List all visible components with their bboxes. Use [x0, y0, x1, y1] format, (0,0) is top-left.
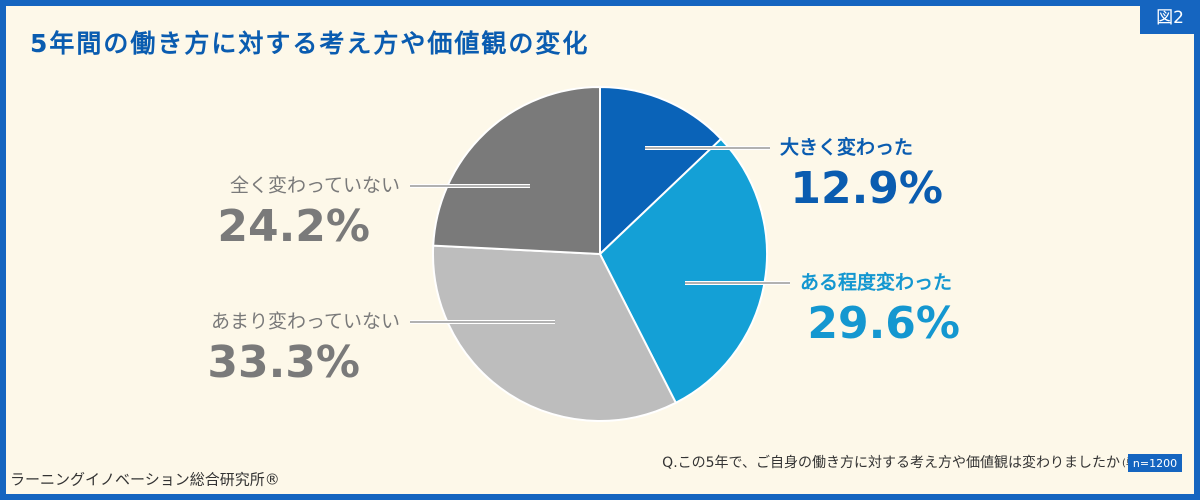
- badge: 図2: [1156, 8, 1184, 28]
- sample: n=1200: [1133, 457, 1177, 470]
- source: ラーニングイノベーション総合研究所®: [10, 471, 280, 489]
- slice: [599, 85, 723, 257]
- category-label: あまり変わっていない: [211, 311, 400, 333]
- labels: 大きく変わった 12.9% ある程度変わった 29.6% あまり変わっていない 33.3%…: [207, 136, 960, 389]
- badge-bg: [1140, 0, 1200, 34]
- value-label: 33.3%: [207, 337, 360, 388]
- category-label: 大きく変わった: [780, 136, 913, 159]
- chart-title: 5年間の働き方に対する考え方や価値観の変化: [30, 29, 589, 58]
- category-label: ある程度変わった: [800, 271, 952, 294]
- value-label: 24.2%: [217, 201, 370, 252]
- question: Q.この5年で、ご自身の働き方に対する考え方や価値観は変わりましたか: [662, 454, 1120, 471]
- pie: [432, 85, 768, 422]
- slice: [432, 244, 678, 422]
- value-label: 29.6%: [807, 298, 960, 349]
- category-label: 全く変わっていない: [230, 175, 400, 197]
- sample-bg: [1128, 454, 1182, 472]
- slice: [432, 85, 601, 256]
- value-label: 12.9%: [790, 163, 943, 214]
